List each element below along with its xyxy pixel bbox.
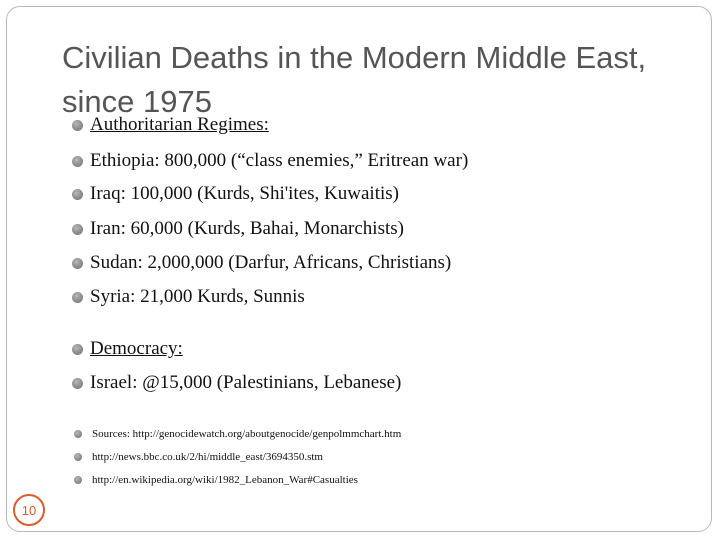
bullet-dot-icon <box>74 453 82 461</box>
bullet-dot-icon <box>72 291 83 303</box>
bullet-dot-icon <box>72 223 83 235</box>
bullet-text: Iran: 60,000 (Kurds, Bahai, Monarchists) <box>90 218 404 239</box>
bullet-dot-icon <box>74 430 82 438</box>
source-text: http://en.wikipedia.org/wiki/1982_Lebano… <box>92 474 358 486</box>
page-number-badge: 10 <box>13 494 45 526</box>
source-wikipedia: http://en.wikipedia.org/wiki/1982_Lebano… <box>74 474 358 486</box>
bullet-dot-icon <box>72 119 83 131</box>
bullet-dot-icon <box>72 257 83 269</box>
source-text: http://news.bbc.co.uk/2/hi/middle_east/3… <box>92 451 323 463</box>
bullet-dot-icon <box>72 188 83 200</box>
bullet-text: Authoritarian Regimes: <box>90 114 269 135</box>
source-genocidewatch: Sources: http://genocidewatch.org/aboutg… <box>74 428 401 440</box>
bullet-israel: Israel: @15,000 (Palestinians, Lebanese) <box>72 372 401 394</box>
bullet-sudan: Sudan: 2,000,000 (Darfur, Africans, Chri… <box>72 252 451 274</box>
source-text: Sources: http://genocidewatch.org/aboutg… <box>92 428 402 440</box>
bullet-ethiopia: Ethiopia: 800,000 (“class enemies,” Erit… <box>72 150 468 172</box>
bullet-authoritarian-regimes: Authoritarian Regimes: <box>72 114 269 136</box>
bullet-dot-icon <box>72 155 83 167</box>
bullet-dot-icon <box>72 377 83 389</box>
source-bbc: http://news.bbc.co.uk/2/hi/middle_east/3… <box>74 451 323 463</box>
bullet-text: Democracy: <box>90 338 183 359</box>
bullet-iraq: Iraq: 100,000 (Kurds, Shi'ites, Kuwaitis… <box>72 183 399 205</box>
bullet-text: Israel: @15,000 (Palestinians, Lebanese) <box>90 372 402 393</box>
bullet-democracy: Democracy: <box>72 338 183 360</box>
bullet-dot-icon <box>72 343 83 355</box>
slide-frame <box>6 6 712 532</box>
slide-title: Civilian Deaths in the Modern Middle Eas… <box>62 40 647 119</box>
bullet-syria: Syria: 21,000 Kurds, Sunnis <box>72 286 305 308</box>
bullet-dot-icon <box>74 476 82 484</box>
bullet-iran: Iran: 60,000 (Kurds, Bahai, Monarchists) <box>72 218 404 240</box>
bullet-text: Sudan: 2,000,000 (Darfur, Africans, Chri… <box>90 252 452 273</box>
bullet-text: Syria: 21,000 Kurds, Sunnis <box>90 286 305 307</box>
page-number: 10 <box>21 502 37 518</box>
bullet-text: Iraq: 100,000 (Kurds, Shi'ites, Kuwaitis… <box>90 183 399 204</box>
bullet-text: Ethiopia: 800,000 (“class enemies,” Erit… <box>90 150 469 171</box>
